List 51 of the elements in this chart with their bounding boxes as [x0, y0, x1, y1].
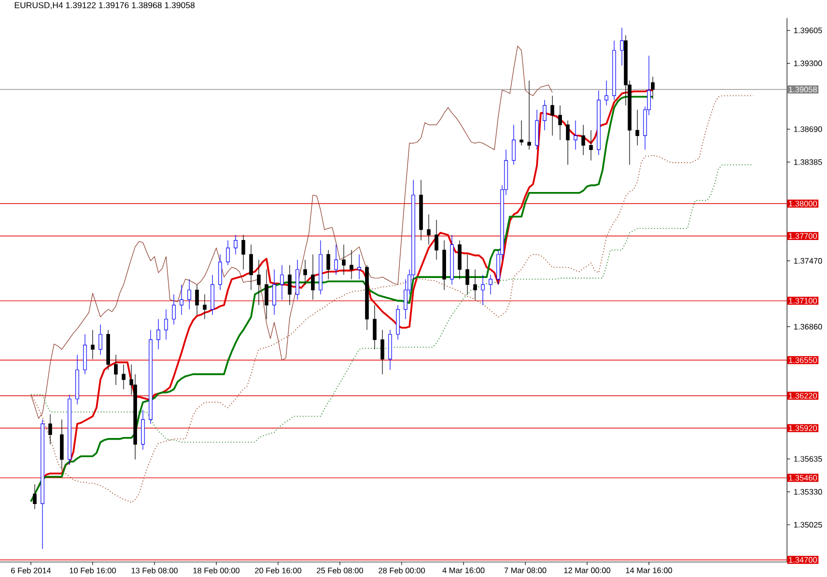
- candlestick: [334, 244, 338, 276]
- candlestick: [242, 234, 246, 270]
- candlestick: [249, 244, 253, 290]
- candlestick: [272, 269, 276, 316]
- candlestick: [550, 95, 554, 136]
- candlestick: [288, 264, 292, 306]
- candlestick: [234, 234, 238, 255]
- candlestick: [326, 250, 330, 280]
- candlestick: [650, 76, 655, 100]
- candlestick: [311, 254, 315, 300]
- candlestick: [574, 120, 578, 150]
- candlestick: [264, 269, 268, 320]
- candlestick: [164, 309, 168, 340]
- candlestick: [473, 269, 477, 300]
- chart-title: EURUSD,H4 1.39122 1.39176 1.38968 1.39058: [14, 2, 195, 10]
- candlestick: [98, 324, 102, 356]
- candlestick: [303, 259, 307, 285]
- candlestick: [520, 120, 524, 146]
- candlestick: [280, 264, 284, 300]
- candlestick: [620, 27, 624, 66]
- candlestick: [466, 254, 470, 295]
- candlestick: [122, 364, 126, 390]
- candlestick: [172, 294, 176, 325]
- candlestick: [426, 214, 431, 245]
- candlestick: [350, 250, 354, 280]
- candlestick: [218, 254, 222, 290]
- candlestick: [180, 284, 184, 316]
- candlestick: [542, 100, 546, 131]
- candlestick: [488, 274, 492, 295]
- candlestick: [114, 354, 118, 386]
- candlestick: [380, 330, 384, 374]
- candlestick: [480, 274, 485, 306]
- candlestick: [372, 304, 377, 350]
- candlestick: [581, 124, 586, 156]
- candlestick: [635, 109, 640, 146]
- candlestick: [90, 330, 95, 360]
- candlestick: [187, 278, 192, 310]
- candlestick: [256, 259, 261, 306]
- candlestick: [195, 284, 199, 316]
- candlestick: [566, 120, 570, 166]
- candlestick: [48, 414, 52, 445]
- candlestick: [604, 80, 608, 106]
- candlestick: [558, 105, 562, 140]
- candlestick: [357, 254, 362, 280]
- candlestick: [512, 124, 516, 166]
- candlestick: [342, 244, 346, 276]
- candlestick: [589, 130, 593, 161]
- candlestick: [32, 484, 37, 510]
- candlestick: [156, 318, 160, 350]
- candlestick: [434, 220, 438, 260]
- candlestick: [226, 240, 230, 266]
